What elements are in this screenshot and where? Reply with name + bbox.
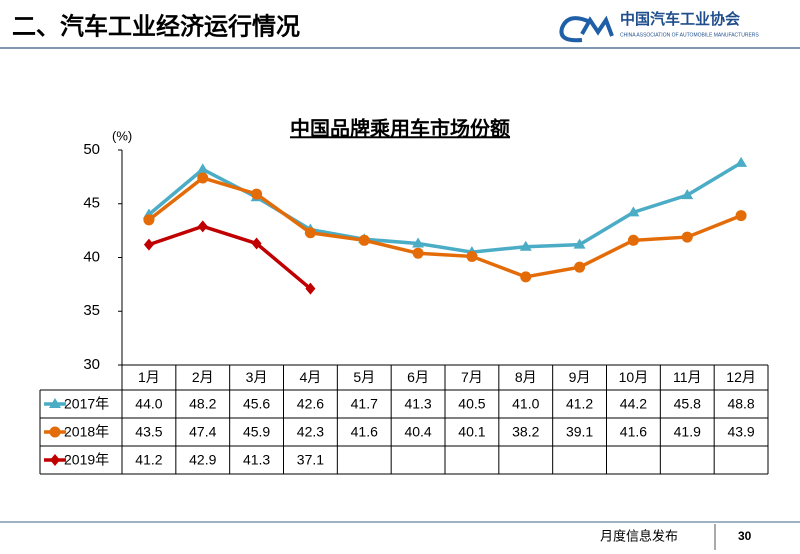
x-tick-label: 12月	[726, 369, 756, 385]
marker	[358, 234, 370, 246]
table-value: 44.0	[135, 396, 162, 412]
marker	[251, 188, 263, 200]
table-value: 37.1	[297, 452, 324, 468]
marker	[304, 227, 316, 239]
table-value: 41.9	[674, 424, 701, 440]
y-tick-label: 35	[83, 302, 100, 319]
table-value: 41.2	[135, 452, 162, 468]
series-line	[148, 224, 312, 291]
table-value: 38.2	[512, 424, 539, 440]
table-value: 42.3	[297, 424, 324, 440]
x-tick-label: 1月	[138, 369, 160, 385]
x-tick-label: 7月	[461, 369, 483, 385]
marker	[412, 237, 425, 248]
table-value: 48.2	[189, 396, 216, 412]
marker	[627, 234, 639, 246]
x-tick-label: 10月	[619, 369, 649, 385]
y-axis-label: (%)	[112, 128, 132, 143]
marker	[305, 282, 316, 295]
x-tick-label: 8月	[515, 369, 537, 385]
table-value: 41.3	[404, 396, 431, 412]
slide-title: 二、汽车工业经济运行情况	[12, 12, 300, 40]
marker	[196, 163, 209, 174]
marker	[519, 240, 532, 251]
table-value: 41.6	[620, 424, 647, 440]
table-value: 43.5	[135, 424, 162, 440]
logo-subtext: CHINA ASSOCIATION OF AUTOMOBILE MANUFACT…	[620, 32, 759, 38]
marker	[681, 189, 694, 200]
table-value: 41.0	[512, 396, 539, 412]
x-tick-label: 6月	[407, 369, 429, 385]
table-value: 40.1	[458, 424, 485, 440]
marker	[143, 214, 155, 226]
marker	[251, 237, 262, 250]
x-tick-label: 11月	[673, 369, 702, 385]
logo-text: 中国汽车工业协会	[620, 10, 740, 28]
legend-marker	[49, 426, 61, 438]
series-line	[147, 176, 742, 279]
footer-text: 月度信息发布	[600, 528, 678, 543]
table-value: 41.7	[351, 396, 378, 412]
x-tick-label: 2月	[192, 369, 214, 385]
table-value: 41.6	[351, 424, 378, 440]
legend-label: 2018年	[64, 424, 109, 440]
table-value: 45.8	[674, 396, 701, 412]
y-tick-label: 45	[83, 195, 100, 212]
marker	[735, 210, 747, 222]
y-tick-label: 30	[83, 356, 100, 373]
legend-marker	[50, 454, 60, 466]
table-value: 48.8	[727, 396, 754, 412]
x-tick-label: 3月	[246, 369, 268, 385]
marker	[412, 247, 424, 259]
marker	[574, 261, 586, 273]
table-value: 47.4	[189, 424, 216, 440]
marker	[197, 220, 208, 233]
table-value: 42.9	[189, 452, 216, 468]
legend-marker	[49, 398, 61, 408]
table-value: 41.3	[243, 452, 270, 468]
table-value: 43.9	[727, 424, 754, 440]
table-value: 39.1	[566, 424, 593, 440]
table-value: 41.2	[566, 396, 593, 412]
marker	[466, 250, 478, 262]
y-tick-label: 40	[83, 248, 100, 265]
table-value: 40.5	[458, 396, 485, 412]
marker	[735, 156, 748, 167]
page-number: 30	[738, 529, 752, 543]
x-tick-label: 9月	[569, 369, 591, 385]
table-value: 45.6	[243, 396, 270, 412]
x-tick-label: 5月	[353, 369, 375, 385]
legend-label: 2019年	[64, 452, 109, 468]
marker	[627, 206, 640, 217]
legend-label: 2017年	[64, 396, 109, 412]
marker	[573, 238, 586, 249]
table-value: 44.2	[620, 396, 647, 412]
logo-mark	[559, 15, 614, 43]
marker	[143, 238, 154, 251]
table-value: 45.9	[243, 424, 270, 440]
x-tick-label: 4月	[300, 369, 322, 385]
marker	[681, 231, 693, 243]
table-value: 40.4	[404, 424, 431, 440]
chart-title: 中国品牌乘用车市场份额	[290, 116, 510, 140]
marker	[520, 271, 532, 283]
y-tick-label: 50	[83, 141, 100, 158]
marker	[197, 172, 209, 184]
table-value: 42.6	[297, 396, 324, 412]
